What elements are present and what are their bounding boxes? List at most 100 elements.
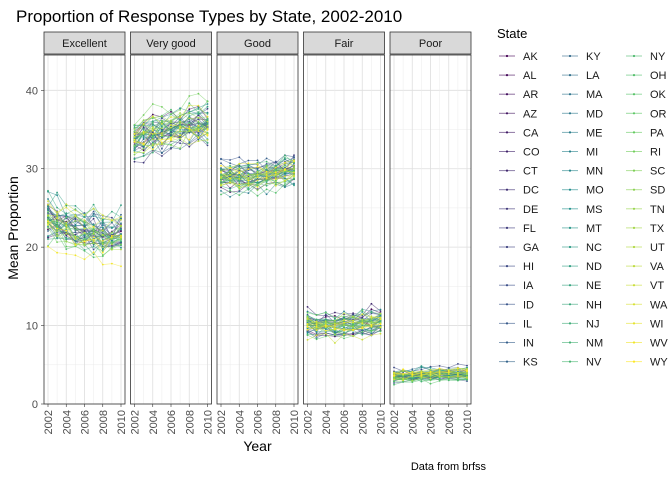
data-point-NY xyxy=(447,379,450,382)
data-point-MI xyxy=(379,308,382,311)
data-point-MI xyxy=(101,224,104,227)
data-point-WV xyxy=(361,326,364,328)
data-point-PA xyxy=(83,238,86,241)
data-point-OK xyxy=(197,122,200,124)
data-point-WA xyxy=(120,216,122,218)
data-point-IN xyxy=(83,236,86,239)
legend-item-ID: ID xyxy=(499,299,534,311)
data-point-UT xyxy=(65,227,68,230)
data-point-NC xyxy=(179,118,182,121)
data-point-LA xyxy=(170,146,172,149)
legend-key-point xyxy=(568,226,572,229)
data-point-OH xyxy=(65,248,68,251)
data-point-VA xyxy=(83,219,86,222)
data-point-IL xyxy=(220,162,222,165)
data-point-WY xyxy=(402,368,404,371)
data-point-VA xyxy=(334,322,336,325)
data-point-IL xyxy=(256,159,259,162)
data-point-WI xyxy=(457,369,459,372)
data-point-VA xyxy=(206,139,209,141)
data-point-IL xyxy=(74,217,77,220)
data-point-WI xyxy=(352,321,354,324)
data-point-WI xyxy=(170,124,172,126)
data-point-PA xyxy=(101,241,104,244)
data-point-VA xyxy=(229,174,232,176)
data-point-WA xyxy=(265,177,268,180)
legend-key-point xyxy=(632,303,636,306)
data-point-PA xyxy=(220,174,222,177)
legend-key-point xyxy=(632,207,636,210)
data-point-PA xyxy=(343,315,345,318)
data-point-TX xyxy=(101,243,104,245)
data-point-WV xyxy=(74,254,77,257)
facet-strip xyxy=(389,31,472,55)
x-tick-label: 2004 xyxy=(407,410,419,434)
data-point-VA xyxy=(293,165,295,167)
data-point-UT xyxy=(238,177,241,180)
data-point-VA xyxy=(120,224,122,227)
legend-item-VA: VA xyxy=(626,261,665,273)
x-tick-label: 2002 xyxy=(303,410,315,434)
data-point-WI xyxy=(306,323,309,326)
data-point-KY xyxy=(411,368,414,371)
data-point-AR xyxy=(188,108,191,111)
legend-label: IN xyxy=(523,338,534,350)
x-tick-label: 2008 xyxy=(444,410,456,434)
data-point-SC xyxy=(47,215,49,218)
data-point-NV xyxy=(220,168,222,171)
legend-title: State xyxy=(497,26,527,41)
facet-strip-label: Poor xyxy=(419,38,443,50)
legend-key-point xyxy=(505,54,509,58)
data-point-ME xyxy=(220,190,222,192)
data-point-TX xyxy=(370,321,373,324)
legend-item-AK: AK xyxy=(499,51,538,63)
legend-item-AR: AR xyxy=(499,89,538,101)
facet-strip xyxy=(303,31,385,55)
data-point-UT xyxy=(120,238,122,240)
data-point-VA xyxy=(133,151,136,154)
data-point-SD xyxy=(92,229,95,232)
legend-item-MI: MI xyxy=(562,147,598,159)
data-point-VA xyxy=(47,214,49,217)
data-point-WV xyxy=(370,325,373,328)
data-point-WY xyxy=(429,371,432,373)
legend-label: NY xyxy=(650,51,666,63)
legend-key-point xyxy=(568,74,572,77)
legend-item-IL: IL xyxy=(499,318,532,330)
data-point-SC xyxy=(306,320,309,322)
legend-label: NE xyxy=(586,280,601,292)
data-point-VA xyxy=(306,317,309,319)
data-point-WY xyxy=(197,137,200,139)
data-point-WI xyxy=(133,133,136,136)
data-point-WY xyxy=(256,165,259,168)
data-point-FL xyxy=(142,126,145,129)
data-point-SD xyxy=(111,231,113,234)
data-point-WY xyxy=(188,127,191,129)
legend-item-PA: PA xyxy=(626,127,665,139)
data-point-SD xyxy=(179,122,182,125)
legend-key-point xyxy=(505,207,509,210)
data-point-RI xyxy=(120,243,122,246)
data-point-VT xyxy=(370,334,373,337)
data-point-TN xyxy=(393,377,395,380)
data-point-RI xyxy=(188,95,191,97)
legend-label: NH xyxy=(586,299,602,311)
data-point-TN xyxy=(101,246,104,249)
data-point-OH xyxy=(284,183,286,185)
legend-key-point xyxy=(632,74,636,77)
data-point-VT xyxy=(188,125,191,128)
data-point-WA xyxy=(352,319,354,322)
data-point-TX xyxy=(161,127,163,130)
data-point-UT xyxy=(352,315,354,318)
legend-key-point xyxy=(632,93,636,96)
data-point-OR xyxy=(47,211,49,213)
data-point-NV xyxy=(74,229,77,231)
data-point-WV xyxy=(324,329,327,332)
legend-label: DC xyxy=(523,185,539,197)
data-point-OR xyxy=(56,225,58,228)
data-point-CA xyxy=(220,186,222,189)
data-point-NM xyxy=(315,318,318,321)
legend-label: TN xyxy=(650,204,665,216)
data-point-ID xyxy=(92,248,95,251)
data-point-WA xyxy=(274,178,277,181)
